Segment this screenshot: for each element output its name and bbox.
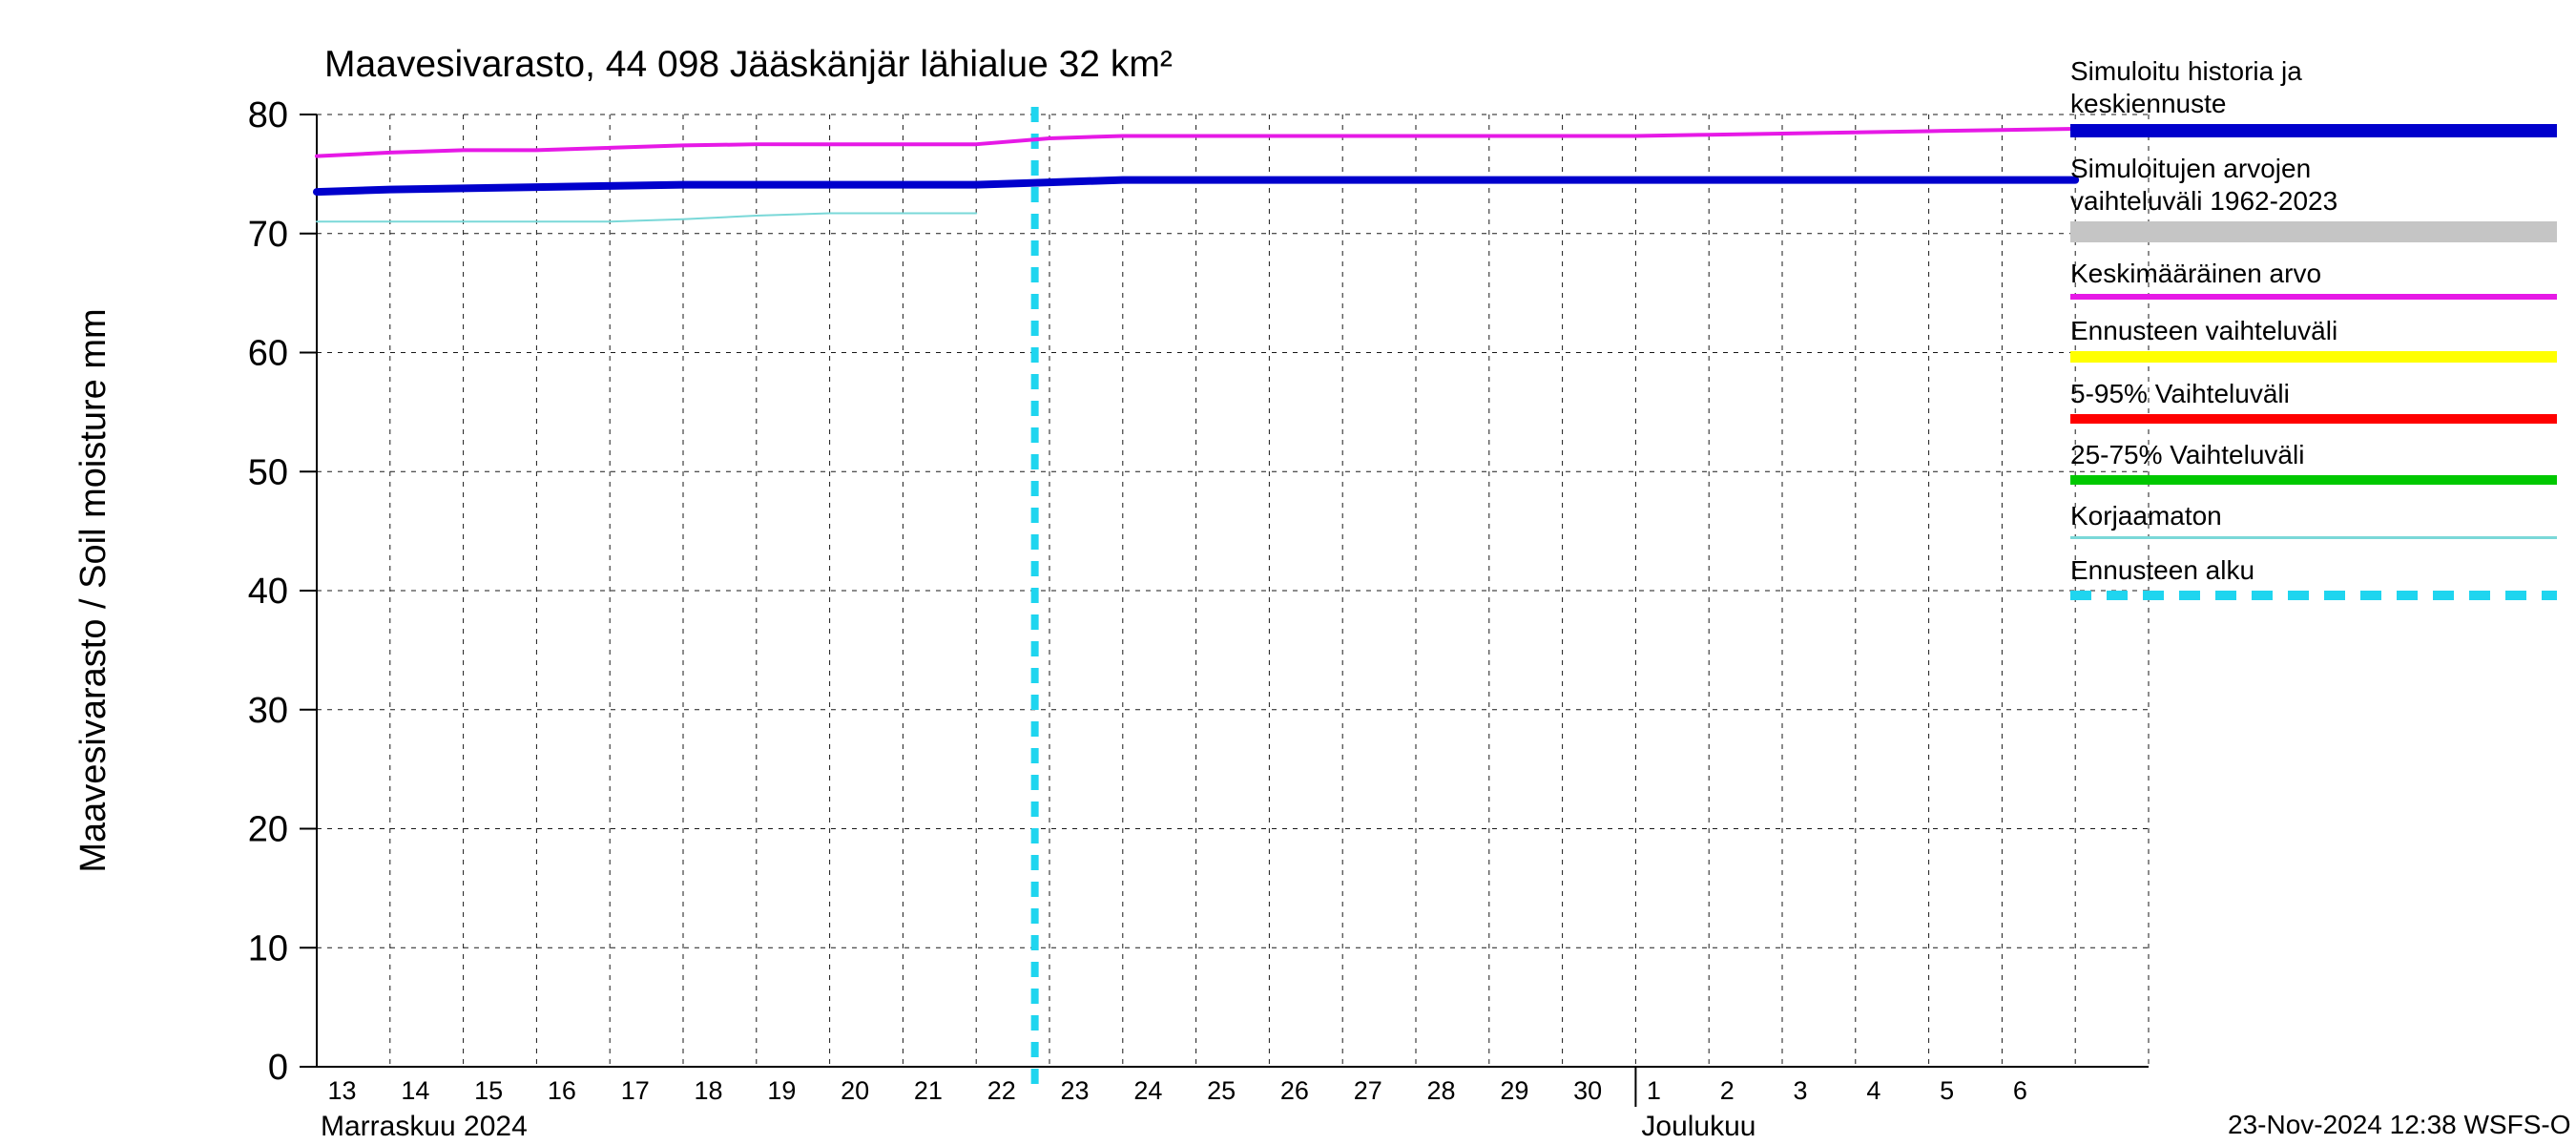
legend-label: Ennusteen alku [2070,555,2254,585]
x-day-label: 23 [1061,1076,1090,1105]
x-day-label: 22 [987,1076,1016,1105]
legend-swatch [2070,294,2557,300]
legend-swatch [2070,414,2557,424]
y-tick-label: 50 [248,452,288,492]
x-day-label: 1 [1647,1076,1661,1105]
x-month2-fi: Joulukuu [1641,1111,1755,1142]
x-day-label: 30 [1573,1076,1602,1105]
legend-label: Ennusteen vaihteluväli [2070,316,2337,345]
y-tick-label: 60 [248,334,288,374]
legend-label: keskiennuste [2070,89,2226,118]
x-month1-fi: Marraskuu 2024 [321,1111,528,1142]
y-tick-label: 40 [248,572,288,612]
x-day-label: 15 [474,1076,503,1105]
chart-title: Maavesivarasto, 44 098 Jääskänjär lähial… [324,44,1173,85]
x-day-label: 6 [2013,1076,2027,1105]
x-day-label: 20 [841,1076,869,1105]
x-day-label: 5 [1940,1076,1954,1105]
legend-swatch [2070,221,2557,242]
x-day-label: 3 [1794,1076,1808,1105]
x-day-label: 21 [914,1076,943,1105]
x-day-label: 17 [621,1076,650,1105]
x-day-label: 25 [1207,1076,1236,1105]
y-tick-label: 20 [248,810,288,850]
y-tick-label: 80 [248,95,288,135]
x-day-label: 26 [1280,1076,1309,1105]
x-day-label: 16 [548,1076,576,1105]
y-axis-label: Maavesivarasto / Soil moisture mm [73,308,114,872]
y-tick-label: 30 [248,691,288,731]
x-day-label: 27 [1354,1076,1382,1105]
legend-label: Keskimääräinen arvo [2070,259,2321,288]
legend-swatch [2070,124,2557,137]
legend-swatch [2070,536,2557,539]
x-day-label: 19 [767,1076,796,1105]
legend-label: Simuloitu historia ja [2070,56,2302,86]
x-day-label: 18 [695,1076,723,1105]
y-tick-label: 10 [248,928,288,968]
legend-label: Korjaamaton [2070,501,2222,531]
legend-swatch [2070,351,2557,363]
legend-label: Simuloitujen arvojen [2070,154,2311,183]
legend-label: 25-75% Vaihteluväli [2070,440,2304,469]
x-day-label: 13 [328,1076,357,1105]
legend-swatch [2070,475,2557,485]
x-day-label: 24 [1133,1076,1162,1105]
soil-moisture-chart: 0 10 20 30 40 50 60 70 80 Maavesivarasto / Soil m… [0,0,2576,1145]
y-tick-label: 70 [248,215,288,255]
legend-label: 5-95% Vaihteluväli [2070,379,2290,408]
x-day-label: 29 [1500,1076,1528,1105]
y-tick-label: 0 [268,1048,288,1088]
legend-label: vaihteluväli 1962-2023 [2070,186,2337,216]
x-day-label: 28 [1427,1076,1456,1105]
timestamp-label: 23-Nov-2024 12:38 WSFS-O [2228,1110,2571,1139]
x-day-label: 2 [1720,1076,1735,1105]
x-day-label: 14 [401,1076,429,1105]
x-day-label: 4 [1866,1076,1880,1105]
